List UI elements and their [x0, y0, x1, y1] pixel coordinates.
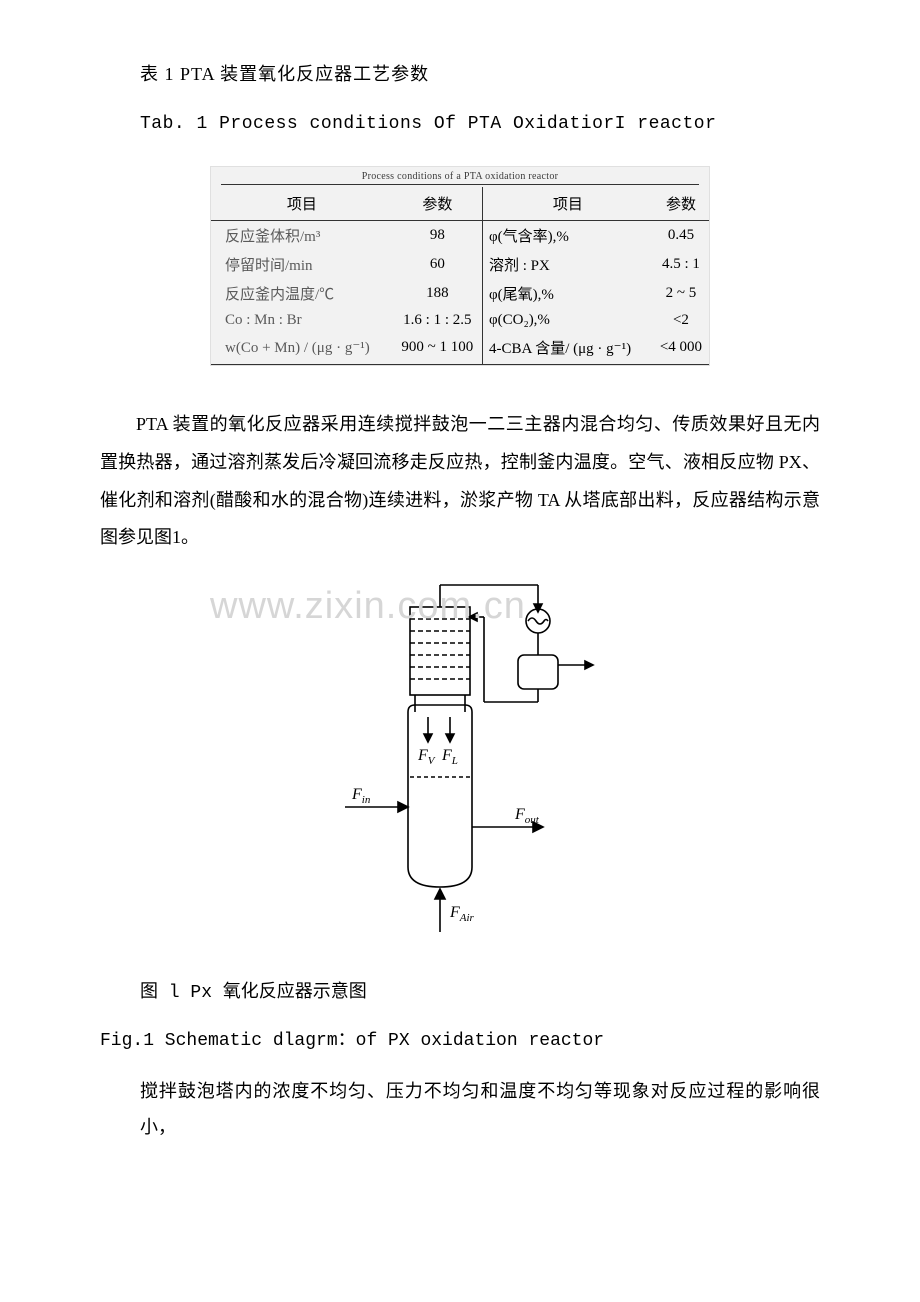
parameter-table: 项目 参数 项目 参数 反应釜体积/m³ 98 φ(气含率),% 0.45 停留… [211, 187, 709, 365]
label-fin: Fin [351, 786, 371, 806]
table-container: Process conditions of a PTA oxidation re… [100, 166, 820, 366]
cell-value: 0.45 [653, 221, 709, 251]
cell-value: 900 ~ 1 100 [393, 333, 483, 365]
header-param-2: 参数 [653, 187, 709, 221]
cell-value: 98 [393, 221, 483, 251]
table-row: 反应釜体积/m³ 98 φ(气含率),% 0.45 [211, 221, 709, 251]
label-fout: Fout [514, 806, 540, 826]
table-title-en: Tab. 1 Process conditions Of PTA Oxidati… [140, 114, 820, 134]
cell-label: 反应釜内温度/℃ [211, 279, 393, 308]
cell-value: <2 [653, 308, 709, 333]
cell-label: 溶剂 : PX [482, 250, 652, 279]
table-row: w(Co + Mn) / (μg · g⁻¹) 900 ~ 1 100 4-CB… [211, 333, 709, 365]
cell-label: φ(气含率),% [482, 221, 652, 251]
cell-label: 反应釜体积/m³ [211, 221, 393, 251]
diagram-container: FV FL Fin Fout FAir [100, 577, 820, 947]
body-paragraph-1: PTA 装置的氧化反应器采用连续搅拌鼓泡一二三主器内混合均匀、传质效果好且无内置… [100, 406, 820, 557]
table-row: 停留时间/min 60 溶剂 : PX 4.5 : 1 [211, 250, 709, 279]
reactor-diagram: FV FL Fin Fout FAir [290, 577, 630, 947]
header-item-1: 项目 [211, 187, 393, 221]
header-item-2: 项目 [482, 187, 652, 221]
body-paragraph-2: 搅拌鼓泡塔内的浓度不均匀、压力不均匀和温度不均匀等现象对反应过程的影响很小， [140, 1073, 820, 1145]
label-fv: FV [417, 747, 436, 767]
cell-value: 188 [393, 279, 483, 308]
table-blur-caption: Process conditions of a PTA oxidation re… [211, 171, 709, 182]
label-fl: FL [441, 747, 458, 767]
cell-value: <4 000 [653, 333, 709, 365]
cell-label: w(Co + Mn) / (μg · g⁻¹) [211, 333, 393, 365]
figure-caption-cn: 图 l Px 氧化反应器示意图 [140, 977, 820, 1003]
cell-value: 60 [393, 250, 483, 279]
header-param-1: 参数 [393, 187, 483, 221]
cell-value: 2 ~ 5 [653, 279, 709, 308]
table-top-rule [221, 184, 699, 185]
table-header-row: 项目 参数 项目 参数 [211, 187, 709, 221]
cell-label: φ(尾氧),% [482, 279, 652, 308]
parameter-table-box: Process conditions of a PTA oxidation re… [210, 166, 710, 366]
cell-label: Co : Mn : Br [211, 308, 393, 333]
table-row: 反应釜内温度/℃ 188 φ(尾氧),% 2 ~ 5 [211, 279, 709, 308]
cell-label: 4-CBA 含量/ (μg · g⁻¹) [482, 333, 652, 365]
table-row: Co : Mn : Br 1.6 : 1 : 2.5 φ(CO₂),% <2 [211, 308, 709, 333]
cell-label: φ(CO₂),% [482, 308, 652, 333]
label-fair: FAir [449, 904, 475, 924]
cell-value: 1.6 : 1 : 2.5 [393, 308, 483, 333]
table-title-cn: 表 1 PTA 装置氧化反应器工艺参数 [140, 60, 820, 86]
figure-caption-en: Fig.1 Schematic dlagrm：of PX oxidation r… [100, 1025, 820, 1051]
cell-value: 4.5 : 1 [653, 250, 709, 279]
cell-label: 停留时间/min [211, 250, 393, 279]
